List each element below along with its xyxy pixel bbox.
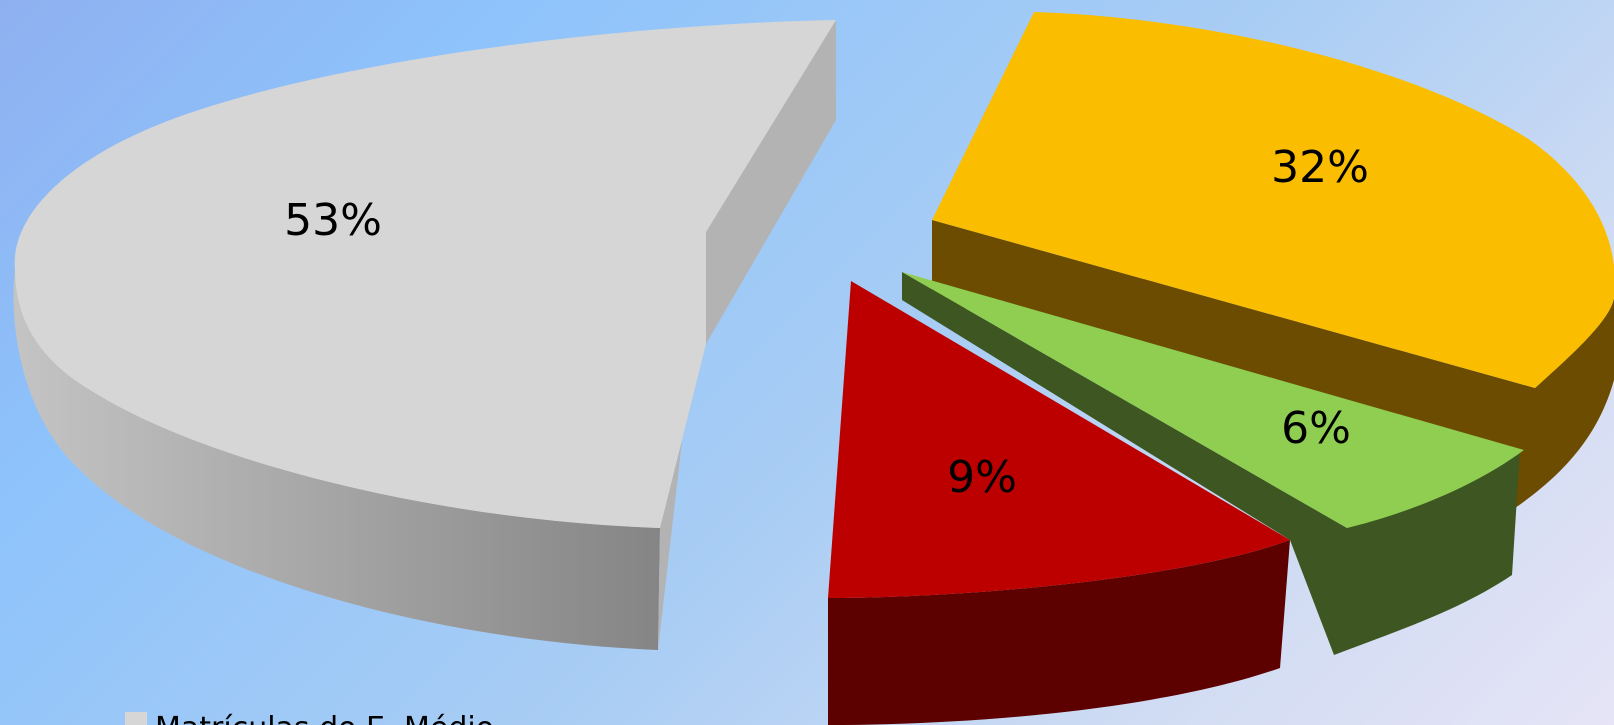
slice-2-top: [932, 12, 1614, 388]
slice-3-top: [902, 272, 1524, 528]
slice-4-top: [828, 281, 1290, 598]
pie-slice-4: [828, 281, 1290, 725]
slice-1-cut-face: [658, 20, 836, 650]
slice-label-2: 32%: [1271, 142, 1369, 193]
pie-slice-2: [932, 12, 1614, 508]
legend-entry: Matrículas do E. Médio: [155, 711, 494, 725]
slice-4-side: [828, 540, 1290, 725]
slice-label-1: 53%: [284, 195, 382, 246]
slice-1-side: [13, 270, 660, 650]
slice-3-side: [902, 272, 1520, 655]
legend-swatch: [125, 712, 147, 725]
legend: Matrículas do E. Médio: [125, 711, 494, 725]
slice-label-4: 9%: [947, 452, 1017, 503]
slice-label-3: 6%: [1281, 403, 1351, 454]
slice-2-side: [932, 220, 1614, 508]
pie-slice-3: [902, 272, 1524, 655]
slice-1-top: [14, 20, 837, 528]
pie-slice-1: [13, 20, 837, 650]
